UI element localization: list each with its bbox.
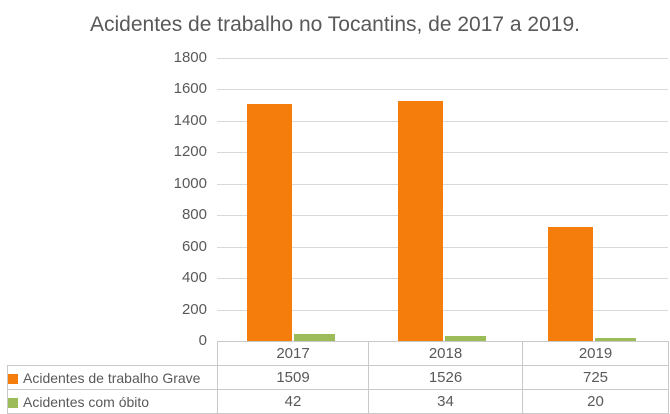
y-tick-label-400: 400 xyxy=(181,269,207,286)
table-row-series1: Acidentes com óbito 42 34 20 xyxy=(7,389,669,414)
data-table: 2017 2018 2019 Acidentes de trabalho Grave 1… xyxy=(7,341,669,414)
legend-label: Acidentes com óbito xyxy=(23,393,150,410)
legend-swatch-icon xyxy=(8,373,18,384)
bar-series1-2018 xyxy=(445,336,486,341)
y-tick-label-1200: 1200 xyxy=(173,143,207,160)
table-row-series0: Acidentes de trabalho Grave 1509 1526 725 xyxy=(7,365,669,390)
bar-series1-2017 xyxy=(294,334,335,341)
value-cell-series0-2017: 1509 xyxy=(217,365,369,390)
legend-swatch-icon xyxy=(8,397,18,408)
legend-cell-series1: Acidentes com óbito xyxy=(7,389,218,414)
y-tick-label-1000: 1000 xyxy=(173,175,207,192)
legend-label: Acidentes de trabalho Grave xyxy=(23,369,201,386)
bar-series0-2018 xyxy=(398,101,443,341)
bar-series0-2017 xyxy=(247,104,292,341)
value-cell-series1-2018: 34 xyxy=(368,389,523,414)
year-header-2018: 2018 xyxy=(368,341,523,366)
y-tick-label-1800: 1800 xyxy=(173,49,207,66)
table-corner-cell xyxy=(8,342,218,366)
year-header-2019: 2019 xyxy=(522,341,669,366)
value-cell-series1-2017: 42 xyxy=(217,389,369,414)
legend-cell-series0: Acidentes de trabalho Grave xyxy=(7,365,218,390)
bar-series0-2019 xyxy=(548,227,593,341)
value-cell-series0-2019: 725 xyxy=(522,365,669,390)
plot-area xyxy=(217,58,668,341)
bar-series1-2019 xyxy=(595,338,636,341)
y-tick-label-1600: 1600 xyxy=(173,80,207,97)
value-cell-series1-2019: 20 xyxy=(522,389,669,414)
y-tick-label-800: 800 xyxy=(181,206,207,223)
y-tick-label-600: 600 xyxy=(181,238,207,255)
y-tick-label-1400: 1400 xyxy=(173,112,207,129)
gridline-1800 xyxy=(217,58,668,59)
value-cell-series0-2018: 1526 xyxy=(368,365,523,390)
y-tick-label-0: 0 xyxy=(198,332,207,349)
y-tick-label-200: 200 xyxy=(181,301,207,318)
chart-title: Acidentes de trabalho no Tocantins, de 2… xyxy=(90,13,580,36)
year-header-2017: 2017 xyxy=(217,341,369,366)
table-header-row: 2017 2018 2019 xyxy=(8,341,669,366)
gridline-1600 xyxy=(217,89,668,90)
